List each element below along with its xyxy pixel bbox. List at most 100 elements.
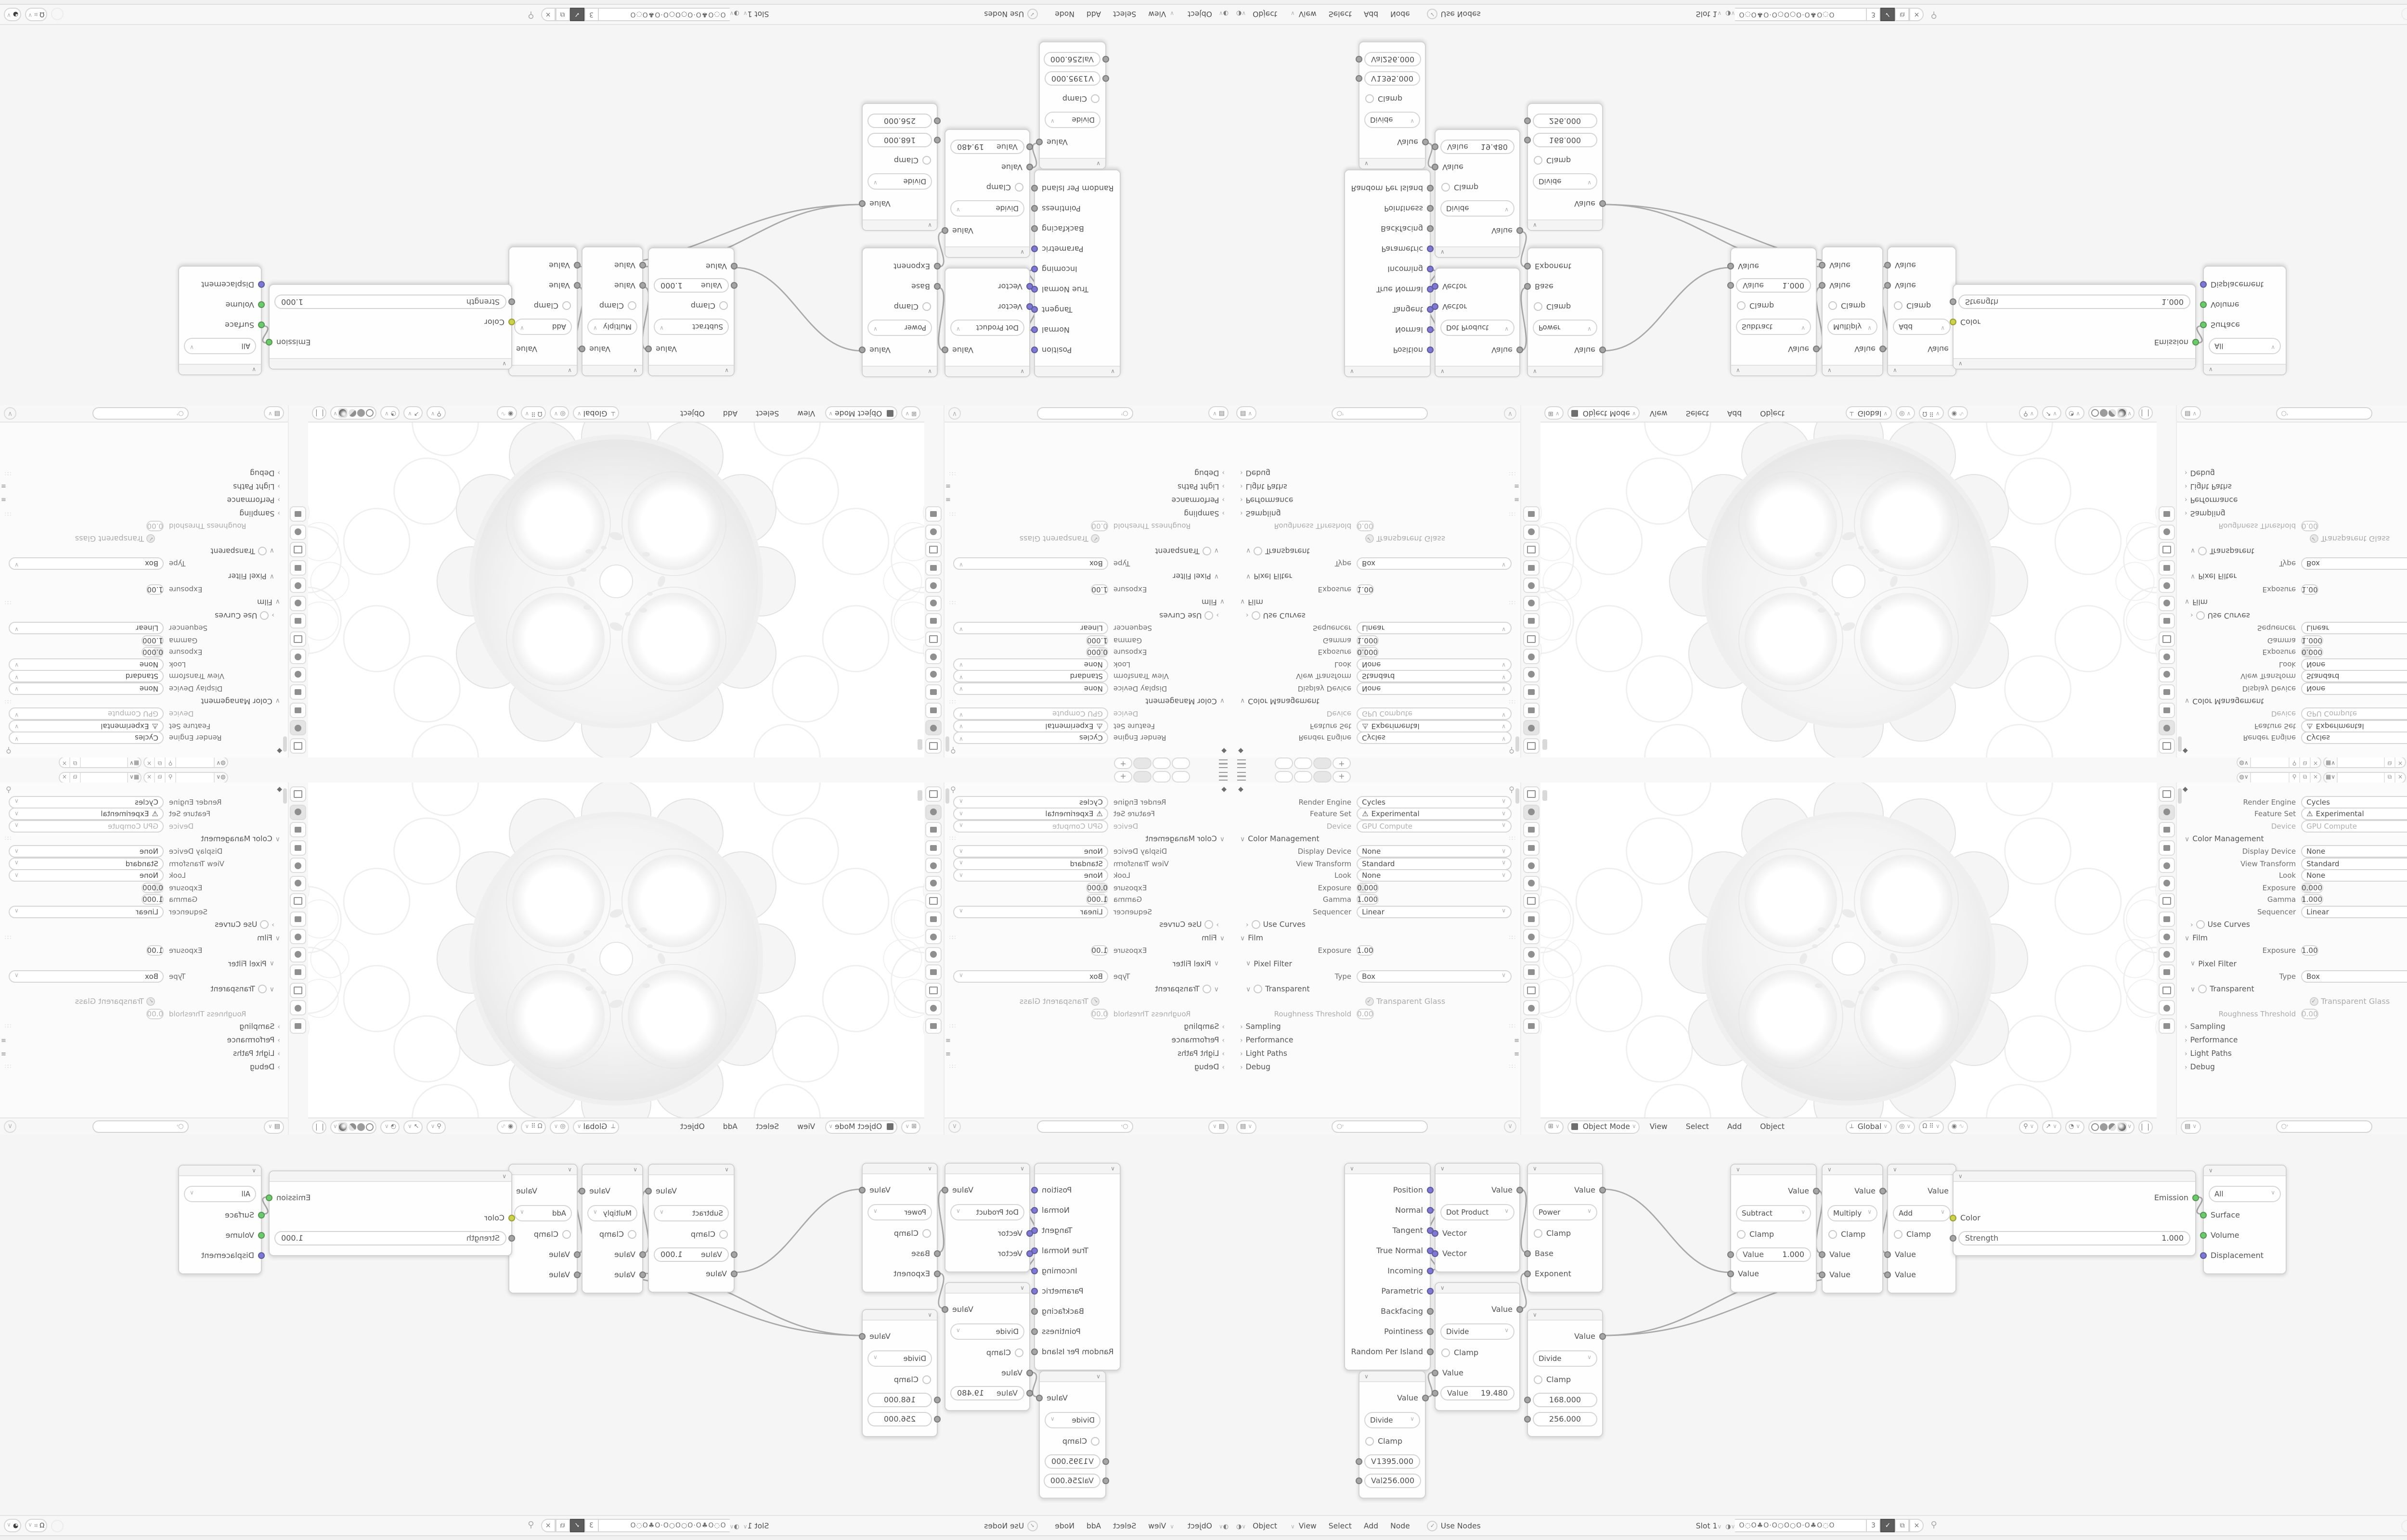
socket-dot[interactable] — [2192, 339, 2199, 346]
socket-dot[interactable] — [1524, 1250, 1531, 1257]
menu-add[interactable]: Add — [1086, 1521, 1101, 1530]
section-sampling[interactable]: › Sampling ∷∷ — [1240, 1022, 1515, 1031]
section-light-paths[interactable]: › Light Paths ≡ — [2185, 482, 2232, 491]
pause-button[interactable]: | | — [312, 1120, 326, 1133]
exposure-slider[interactable]: 0.000 — [141, 647, 164, 658]
workspace-tab-active[interactable] — [1133, 770, 1152, 782]
socket-dot[interactable] — [934, 1415, 941, 1422]
socket-dot[interactable] — [1031, 245, 1038, 252]
proportional-editing-toggle[interactable]: ◉ ∿ — [497, 407, 518, 420]
socket-dot[interactable] — [1427, 205, 1434, 212]
properties-tab-particles-icon[interactable] — [290, 929, 307, 944]
node-collapse-icon[interactable]: ∨ — [945, 366, 1029, 376]
section-sampling[interactable]: › Sampling ∷∷ — [2185, 1022, 2226, 1031]
node-collapse-icon[interactable]: ∨ — [863, 1164, 937, 1174]
operation-dropdown[interactable]: Multiply ∨ — [1823, 316, 1882, 339]
node-dot-product[interactable]: ∨ Value Dot Product ∨ Vector Vector — [1432, 1163, 1523, 1272]
section-performance[interactable]: › Performance ≡ — [2185, 1036, 2238, 1044]
socket-dot[interactable] — [1356, 1477, 1362, 1484]
close-icon[interactable]: × — [60, 772, 70, 782]
node-divide-1395-256[interactable]: ∨ Value Divide ∨ Clamp V 1395.000 Val 256.000 — [1356, 41, 1429, 169]
socket-dot[interactable] — [1427, 266, 1434, 272]
properties-tab-modifiers-icon[interactable] — [290, 614, 307, 629]
use-curves-checkbox[interactable] — [2196, 920, 2205, 929]
properties-tab-output-icon[interactable] — [1523, 822, 1539, 837]
clamp-checkbox[interactable]: Clamp — [1040, 89, 1105, 109]
properties-tab-view-layer-icon[interactable] — [2158, 685, 2174, 700]
menu-select[interactable]: Select — [1113, 1521, 1137, 1530]
socket-dot[interactable] — [1427, 1288, 1434, 1295]
properties-tab-constraints-icon[interactable] — [1523, 560, 1539, 576]
socket-dot[interactable] — [1432, 164, 1438, 170]
socket-dot[interactable] — [1427, 1328, 1434, 1335]
properties-tab-scene-icon[interactable] — [2158, 858, 2174, 873]
properties-tab-constraints-icon[interactable] — [290, 560, 307, 576]
socket-dot[interactable] — [1422, 139, 1429, 145]
operation-dropdown[interactable]: Divide ∨ — [863, 170, 937, 193]
socket-dot[interactable] — [859, 1333, 866, 1340]
node-dot-product[interactable]: ∨ Value Dot Product ∨ Vector Vector — [942, 1163, 1033, 1272]
menu-add[interactable]: Add — [723, 409, 738, 418]
node-collapse-icon[interactable]: ∨ — [863, 1310, 937, 1321]
toolbar-collapsed-tab[interactable] — [1542, 790, 1547, 801]
workspace-tab[interactable] — [1172, 758, 1190, 770]
menu-select[interactable]: Select — [756, 1122, 779, 1131]
value-field[interactable]: Value 19.480 — [1432, 138, 1519, 157]
socket-dot[interactable] — [1819, 282, 1825, 289]
properties-tab-scene-icon[interactable] — [290, 858, 307, 873]
socket-dot[interactable] — [1427, 1207, 1434, 1214]
operation-dropdown[interactable]: Power ∨ — [1528, 1200, 1602, 1223]
socket-dot[interactable] — [1356, 76, 1362, 82]
properties-tab-object-icon[interactable] — [926, 893, 942, 909]
section-light-paths[interactable]: › Light Paths ≡ — [2, 1049, 280, 1058]
socket-dot[interactable] — [266, 339, 272, 346]
material-browse-button[interactable]: ◑∨ — [1725, 1521, 1735, 1530]
snap-grid-icon[interactable]: ⌗ — [34, 1521, 38, 1529]
add-workspace-button[interactable]: + — [1333, 770, 1351, 782]
film-exposure-slider[interactable]: 1.00 — [1356, 584, 1374, 595]
socket-dot[interactable] — [859, 1187, 866, 1194]
node-collapse-icon[interactable]: ∨ — [1954, 1171, 2195, 1182]
node-divide-168-256[interactable]: ∨ Value Divide ∨ Clamp 168.000 256.000 — [1524, 1309, 1606, 1437]
preset-list-icon[interactable]: ≡ — [2, 1050, 6, 1057]
properties-tab-material-icon[interactable] — [926, 1000, 942, 1015]
value-field[interactable]: V 1395.000 — [1356, 69, 1425, 89]
shader-node-editor[interactable]: ∨ Position Normal Tangent True Normal Incomin… — [0, 0, 1232, 405]
fake-user-shield-icon[interactable]: ✓ — [1880, 1519, 1895, 1532]
menu-add[interactable]: Add — [1727, 409, 1742, 418]
node-emission[interactable]: ∨ Emission Color Strength 1.000 — [266, 1170, 515, 1256]
node-collapse-icon[interactable]: ∨ — [1035, 1164, 1120, 1174]
clamp-checkbox[interactable]: Clamp — [1528, 296, 1602, 317]
socket-dot[interactable] — [1599, 1333, 1606, 1340]
feature-set-dropdown[interactable]: ⚠Experimental∨ — [1356, 719, 1512, 732]
view-layer-selector[interactable]: ▦∨ ⧉ × — [59, 771, 142, 783]
socket-dot[interactable] — [508, 1234, 515, 1241]
socket-dot[interactable] — [1879, 346, 1886, 352]
properties-tab-render-icon[interactable] — [2158, 804, 2174, 820]
node-power[interactable]: ∨ Value Power ∨ Clamp Base Exponent — [1524, 1163, 1606, 1293]
section-performance[interactable]: › Performance ≡ — [1240, 496, 1518, 504]
section-debug[interactable]: › Debug ∷∷ — [1240, 1063, 1515, 1071]
sequencer-dropdown[interactable]: Linear∨ — [2301, 905, 2407, 918]
node-collapse-icon[interactable]: ∨ — [1954, 358, 2195, 369]
properties-tab-output-icon[interactable] — [2158, 703, 2174, 718]
render-engine-dropdown[interactable]: Cycles∨ — [2301, 796, 2407, 808]
section-use-curves[interactable]: › Use Curves — [1246, 611, 1306, 620]
gamma-slider[interactable]: 1.000 — [1356, 894, 1379, 905]
scrollbar-thumb[interactable] — [945, 736, 949, 752]
properties-tab-output-icon[interactable] — [926, 703, 942, 718]
editor-type-button[interactable]: ⊞ ∨ — [1544, 1120, 1564, 1133]
clamp-checkbox[interactable]: Clamp — [863, 1223, 937, 1244]
node-collapse-icon[interactable]: ∨ — [1528, 1310, 1602, 1321]
node-multiply[interactable]: ∨ Value Multiply ∨ Clamp Value Value — [1819, 1164, 1886, 1294]
node-subtract[interactable]: ∨ Value Subtract ∨ Clamp Value 1.000 Value — [1727, 247, 1820, 376]
properties-tab-render-icon[interactable] — [1523, 804, 1539, 820]
viewport-canvas[interactable] — [1540, 783, 2157, 1117]
properties-search-input[interactable]: ○˒ — [1036, 1120, 1133, 1133]
operation-dropdown[interactable]: Multiply ∨ — [1823, 1201, 1882, 1224]
properties-tab-object-data-icon[interactable] — [290, 982, 307, 998]
shader-type-dropdown[interactable]: Object∨ — [1253, 1521, 1295, 1530]
operation-dropdown[interactable]: Divide ∨ — [1436, 197, 1519, 220]
look-dropdown[interactable]: None∨ — [2301, 869, 2407, 882]
display-device-dropdown[interactable]: None∨ — [953, 845, 1109, 858]
